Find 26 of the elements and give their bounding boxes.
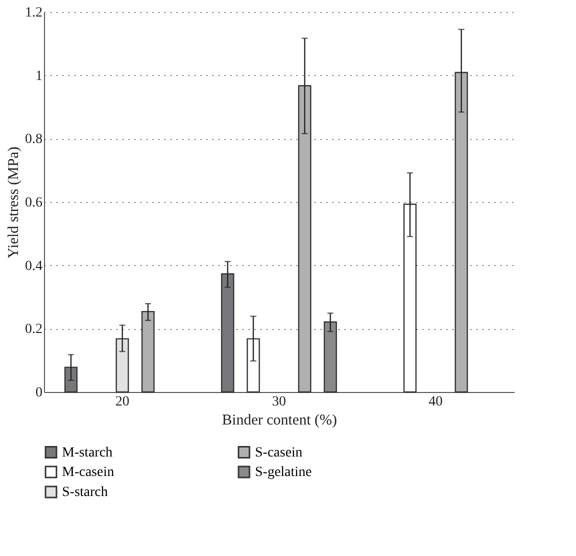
legend-label: M-casein [62, 465, 114, 480]
y-tick-label: 1 [36, 68, 42, 84]
bar [454, 72, 468, 393]
legend-label: S-casein [255, 445, 302, 460]
y-tick-label: 0.6 [25, 196, 42, 210]
y-tick-label: 0.8 [25, 132, 42, 148]
bar [116, 338, 129, 393]
y-tick-label: 1.2 [25, 6, 42, 20]
x-tick-label: 20 [115, 394, 130, 410]
bar [324, 321, 337, 393]
y-tick-label: 0.2 [25, 322, 42, 338]
x-axis-title: Binder content (%) [222, 412, 337, 428]
bar [246, 338, 260, 393]
bar [141, 310, 155, 393]
x-tick-label: 30 [272, 394, 286, 410]
y-tick-label: 0 [36, 386, 42, 400]
bar [298, 85, 312, 393]
y-tick-label: 0.4 [25, 258, 42, 274]
legend-label: S-starch [62, 485, 108, 500]
bar [64, 366, 78, 393]
y-axis-title: Yield stress (MPa) [6, 146, 22, 258]
legend-label: M-starch [62, 445, 113, 460]
bar [221, 273, 234, 393]
x-tick-label: 40 [428, 394, 443, 410]
legend-label: S-gelatine [255, 465, 312, 480]
bar [403, 204, 417, 393]
